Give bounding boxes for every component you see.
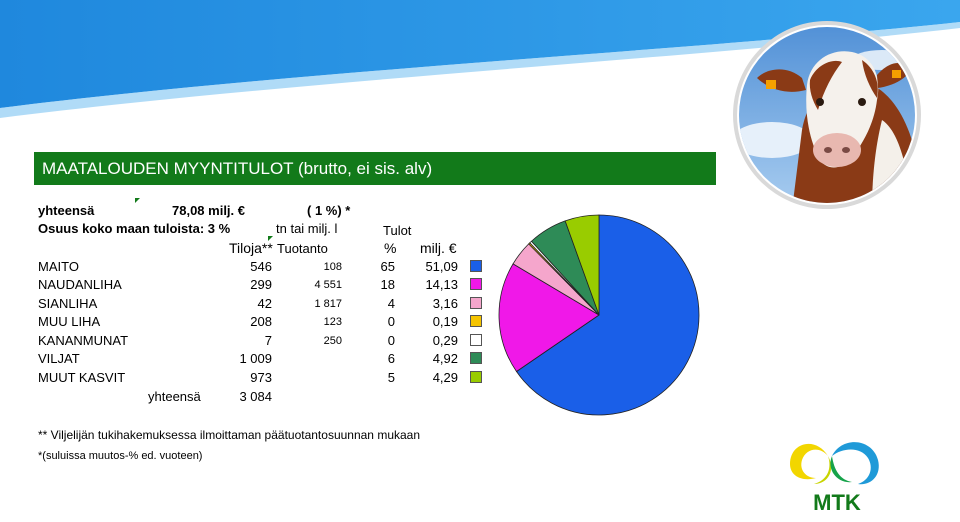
row-name: NAUDANLIHA — [38, 277, 122, 292]
table-total-label: yhteensä — [148, 389, 201, 404]
header-unit: tn tai milj. l — [276, 221, 338, 236]
row-farms: 546 — [250, 259, 272, 274]
pie-slice-maito — [515, 214, 700, 416]
row-million: 51,09 — [425, 259, 458, 274]
header-percent: % — [384, 240, 397, 256]
row-million: 3,16 — [432, 296, 458, 311]
comment-marker — [268, 236, 273, 241]
header-band — [0, 0, 960, 118]
summary-total-label: yhteensä — [38, 203, 95, 218]
row-production: 108 — [323, 261, 342, 273]
row-million: 4,92 — [432, 351, 458, 366]
summary-total-change: ( 1 %) * — [307, 203, 351, 218]
mtk-logo-text: MTK — [813, 490, 861, 515]
row-farms: 1 009 — [239, 351, 272, 366]
legend-swatch — [470, 352, 482, 364]
row-million: 0,19 — [432, 314, 458, 329]
row-percent: 4 — [387, 296, 395, 311]
row-farms: 42 — [257, 296, 272, 311]
footnote-change: *(suluissa muutos-% ed. vuoteen) — [38, 450, 203, 462]
row-percent: 18 — [380, 277, 395, 292]
row-percent: 6 — [387, 351, 395, 366]
summary-share: Osuus koko maan tuloista: 3 % — [38, 221, 231, 236]
table-total-farms: 3 084 — [239, 389, 272, 404]
row-percent: 0 — [387, 333, 395, 348]
legend-swatch — [470, 278, 482, 290]
legend-swatch — [470, 297, 482, 309]
footnote-farms: ** Viljelijän tukihakemuksessa ilmoittam… — [38, 428, 421, 442]
row-production: 250 — [323, 335, 342, 347]
comment-marker — [135, 198, 140, 203]
header-production: Tuotanto — [277, 241, 328, 256]
row-million: 0,29 — [432, 333, 458, 348]
summary-total-value: 78,08 milj. € — [172, 203, 245, 218]
row-production: 4 551 — [314, 279, 342, 291]
page-title: MAATALOUDEN MYYNTITULOT (brutto, ei sis.… — [34, 152, 716, 185]
mtk-logo: MTK — [790, 442, 879, 515]
row-farms: 208 — [250, 314, 272, 329]
header-income: Tulot — [383, 223, 412, 238]
row-name: MUUT KASVIT — [38, 370, 126, 385]
row-percent: 5 — [387, 370, 395, 385]
row-farms: 299 — [250, 277, 272, 292]
row-million: 14,13 — [425, 277, 458, 292]
row-percent: 65 — [380, 259, 395, 274]
legend-swatch — [470, 260, 482, 272]
legend-swatch — [470, 371, 482, 383]
row-name: MUU LIHA — [38, 314, 101, 329]
header-million: milj. € — [420, 240, 457, 256]
row-farms: 7 — [264, 333, 272, 348]
pie-chart — [498, 214, 700, 416]
row-name: MAITO — [38, 259, 79, 274]
header-farms: Tiloja** — [229, 240, 273, 256]
pie-slice-naudanliha — [498, 263, 600, 373]
row-name: KANANMUNAT — [38, 333, 129, 348]
cow-photo — [733, 21, 921, 209]
legend-swatch — [470, 315, 482, 327]
row-farms: 973 — [250, 370, 272, 385]
row-million: 4,29 — [432, 370, 458, 385]
row-percent: 0 — [387, 314, 395, 329]
pie-slice-muut-kasvit — [564, 214, 600, 316]
row-name: SIANLIHA — [38, 296, 98, 311]
legend-swatch — [470, 334, 482, 346]
row-production: 1 817 — [314, 298, 342, 310]
row-production: 123 — [323, 316, 342, 328]
row-name: VILJAT — [38, 351, 80, 366]
